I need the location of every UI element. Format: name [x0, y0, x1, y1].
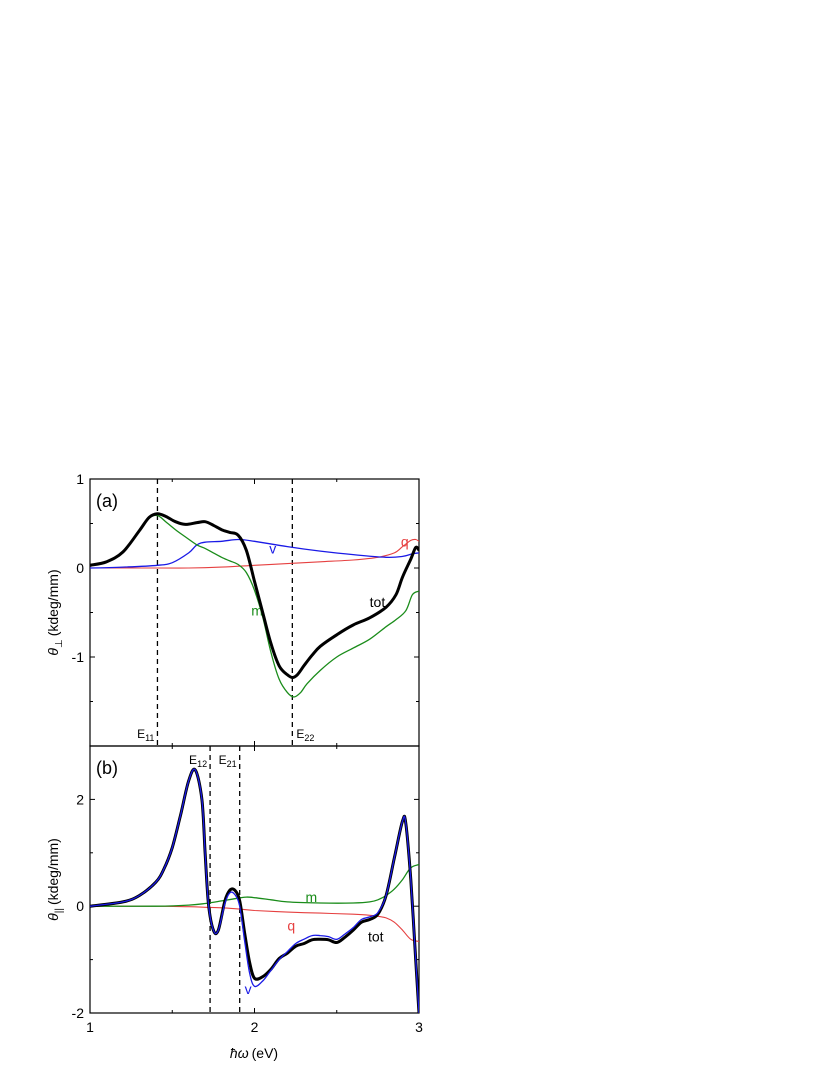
- y-axis-subscript: ⊥: [54, 639, 65, 648]
- series-line-q: [90, 905, 419, 942]
- x-axis-symbol: ħω: [230, 1045, 249, 1061]
- y-tick-label: 0: [76, 560, 84, 576]
- y-axis-unit: (kdeg/mm): [45, 838, 61, 905]
- series-line-tot: [90, 512, 419, 679]
- y-tick-label: 2: [76, 791, 84, 807]
- transition-label: E11: [137, 727, 154, 743]
- y-axis-title: θ⊥ (kdeg/mm): [45, 569, 65, 655]
- series-line-v: [90, 538, 419, 569]
- y-tick-label: 1: [76, 471, 84, 487]
- y-axis-symbol: θ: [45, 913, 61, 921]
- series-label-v: v: [245, 981, 252, 997]
- series-label-tot: tot: [370, 594, 386, 610]
- panel-label: (b): [96, 758, 118, 778]
- x-tick-label: 2: [251, 1019, 259, 1035]
- series-label-m: m: [251, 603, 263, 619]
- transition-label: E22: [296, 727, 314, 743]
- y-tick-label: 0: [76, 898, 84, 914]
- x-axis-title: ħω (eV): [230, 1045, 278, 1061]
- y-axis-symbol: θ: [45, 648, 61, 656]
- series-line-m: [90, 863, 419, 907]
- x-tick-label: 1: [86, 1019, 94, 1035]
- series-line-q: [90, 538, 419, 569]
- series-label-v: v: [269, 540, 276, 556]
- y-axis-unit: (kdeg/mm): [45, 569, 61, 636]
- series-line-m: [90, 514, 419, 698]
- series-line-v: [90, 768, 419, 1013]
- series-label-q: q: [401, 533, 409, 549]
- panel-a: 1 0 -1 θ⊥ (kdeg/mm) (a) E11 E22 q v m tot: [45, 471, 420, 747]
- plot-frame: [89, 745, 420, 1014]
- series-label-tot: tot: [368, 929, 384, 945]
- y-tick-label: -2: [72, 1005, 85, 1021]
- transition-label: E12: [189, 753, 207, 769]
- y-axis-subscript: ||: [54, 908, 65, 913]
- y-tick-label: -1: [72, 649, 85, 665]
- x-tick-label: 3: [415, 1019, 423, 1035]
- panel-b: 2 0 -21 2 3 θ|| (kdeg/mm) (b) E12 E21 qm tot v: [45, 745, 423, 1035]
- series-label-q: q: [287, 917, 295, 933]
- panel-label: (a): [96, 491, 118, 511]
- y-axis-title: θ|| (kdeg/mm): [45, 838, 65, 921]
- series-label-m: m: [305, 889, 317, 905]
- transition-label: E21: [219, 753, 237, 769]
- series-line-tot: [90, 767, 419, 1013]
- x-axis-unit: (eV): [252, 1045, 278, 1061]
